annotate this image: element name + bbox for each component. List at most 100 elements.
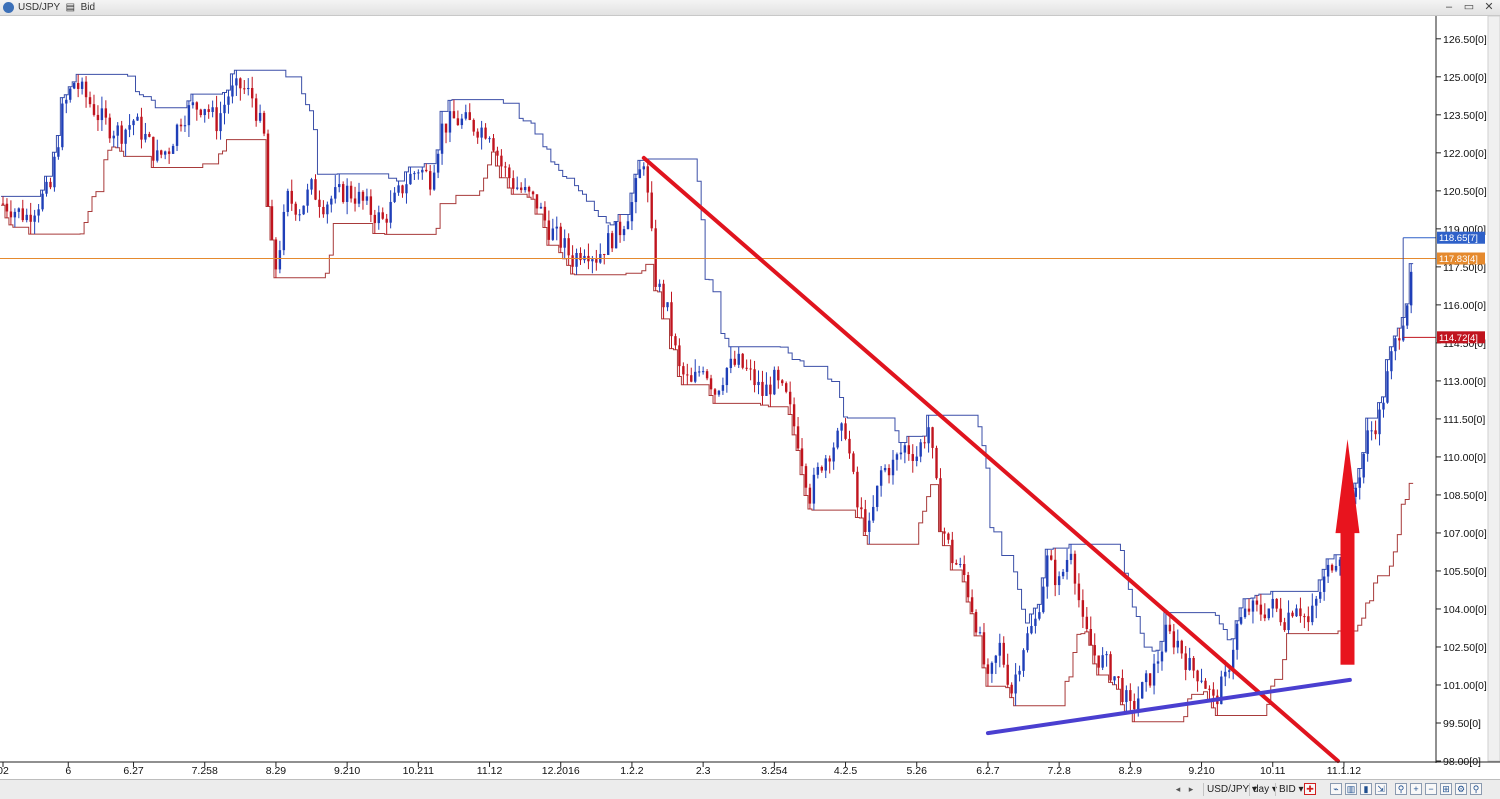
candle-body	[1358, 477, 1361, 488]
candle-body	[864, 509, 867, 532]
candle-body	[1053, 559, 1057, 586]
candle-body	[1137, 698, 1140, 710]
symbol-dropdown[interactable]: USD/JPY ▾	[1203, 783, 1260, 796]
x-tick-label: 3.254	[761, 765, 787, 777]
candle-body	[1283, 622, 1286, 631]
candle-body	[697, 371, 701, 373]
zoom-icon[interactable]: ⚲	[1395, 783, 1407, 795]
restore-button[interactable]: ▭	[1463, 1, 1475, 13]
candle-body	[745, 367, 748, 369]
zoom-in-icon[interactable]: +	[1410, 783, 1422, 795]
candle-body	[670, 302, 673, 337]
candle-body	[266, 133, 270, 207]
candle-body	[535, 194, 539, 209]
candle-body	[1386, 371, 1389, 403]
zoom-out-icon[interactable]: −	[1425, 783, 1437, 795]
candle-body	[349, 185, 353, 199]
candle-body	[575, 252, 578, 267]
candle-body	[832, 447, 835, 462]
candle-body	[1042, 586, 1045, 613]
candle-body	[1299, 608, 1302, 617]
x-tick-label: 11.1.12	[1327, 765, 1361, 777]
candle-body	[389, 201, 392, 223]
settings-icon[interactable]: ⚙	[1455, 783, 1467, 795]
candle-body	[385, 218, 388, 223]
y-tick-label: 108.50[0]	[1443, 490, 1487, 502]
candle-body	[998, 642, 1001, 656]
candle-chart-icon[interactable]: ▮	[1360, 783, 1372, 795]
candle-body	[69, 88, 72, 100]
candle-body	[523, 186, 527, 191]
candle-body	[1026, 633, 1029, 651]
candle-body	[891, 459, 895, 476]
candle-body	[757, 381, 760, 386]
x-tick-label: 7.2.8	[1047, 765, 1071, 777]
candle-body	[116, 125, 119, 136]
price-chart[interactable]: 126.50[0] 125.00[0] 123.50[0] 122.00[0] 120.…	[0, 16, 1500, 779]
candle-body	[492, 138, 495, 151]
candle-body	[947, 533, 950, 540]
candle-body	[282, 211, 286, 251]
candle-body	[1287, 612, 1290, 631]
candle-body	[341, 184, 345, 202]
candle-body	[1303, 616, 1306, 618]
candle-body	[33, 215, 36, 222]
candle-body	[468, 112, 471, 120]
candle-body	[270, 206, 274, 240]
x-tick-label: 10.211	[403, 765, 434, 777]
candle-body	[314, 179, 317, 200]
close-button[interactable]: ✕	[1484, 1, 1494, 13]
candle-body	[369, 196, 373, 215]
minimize-button[interactable]: –	[1445, 1, 1453, 13]
candle-body	[963, 564, 966, 576]
candle-body	[496, 150, 499, 156]
x-tick-label: 6.2.7	[976, 765, 1000, 777]
bar-chart-icon[interactable]: ▥	[1345, 783, 1357, 795]
current-price-tag-label: 117.83[4]	[1439, 254, 1478, 265]
candle-body	[294, 203, 297, 215]
candle-body	[828, 458, 831, 462]
scroll-right-icon[interactable]: ▸	[1188, 784, 1194, 794]
candle-body	[1133, 701, 1136, 710]
candle-body	[638, 169, 642, 179]
candle-body	[713, 389, 717, 395]
candle-body	[338, 184, 341, 188]
candle-body	[844, 423, 847, 439]
candle-body	[650, 192, 653, 229]
candle-body	[120, 125, 123, 144]
candle-body	[1382, 402, 1385, 410]
candle-body	[1014, 674, 1017, 694]
auto-scroll-icon[interactable]: ⇲	[1375, 783, 1387, 795]
line-chart-icon[interactable]: ⌁	[1330, 783, 1342, 795]
candle-body	[1002, 642, 1005, 665]
candle-body	[749, 368, 752, 370]
candle-body	[357, 191, 361, 204]
candle-body	[73, 83, 76, 89]
high-price-tag-label: 118.65[7]	[1439, 233, 1478, 244]
candle-body	[144, 133, 147, 140]
candle-body	[1113, 676, 1116, 681]
candle-body	[1, 203, 5, 205]
candle-body	[614, 221, 618, 249]
scroll-left-icon[interactable]: ◂	[1175, 784, 1181, 794]
candle-body	[654, 228, 657, 287]
candle-body	[634, 178, 638, 203]
y-tick-label: 126.50[0]	[1443, 34, 1487, 46]
find-icon[interactable]: ⚲	[1470, 783, 1482, 795]
candle-body	[100, 108, 104, 121]
candle-body	[879, 470, 883, 486]
price-dropdown[interactable]: BID ▾	[1275, 783, 1306, 796]
candle-body	[753, 369, 756, 386]
candle-body	[547, 220, 551, 240]
candle-body	[1176, 640, 1179, 648]
period-dropdown[interactable]: day ▾	[1249, 783, 1280, 796]
crosshair-icon[interactable]: ✚	[1304, 783, 1316, 795]
candle-body	[804, 466, 808, 488]
candle-body	[484, 127, 487, 139]
tile-icon[interactable]: ⊞	[1440, 783, 1452, 795]
candle-body	[836, 430, 839, 448]
candle-body	[935, 447, 938, 479]
candle-body	[543, 206, 547, 221]
candle-body	[931, 427, 934, 448]
high-price-tag-bg	[1437, 231, 1485, 244]
